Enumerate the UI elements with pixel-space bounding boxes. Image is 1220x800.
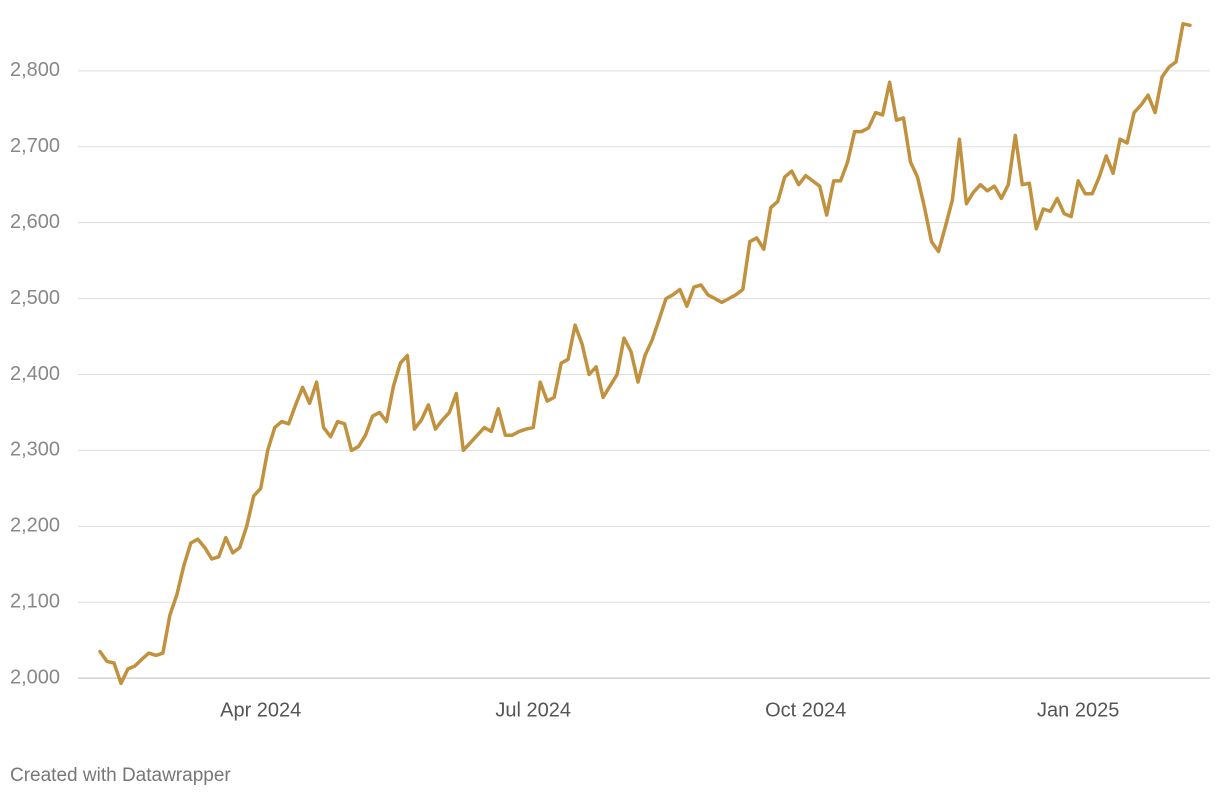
y-tick-label: 2,300 xyxy=(10,439,60,461)
y-tick-label: 2,200 xyxy=(10,515,60,537)
y-tick-label: 2,100 xyxy=(10,591,60,613)
price-line xyxy=(98,22,1192,686)
y-tick-label: 2,500 xyxy=(10,287,60,309)
x-tick-label: Jul 2024 xyxy=(495,699,571,721)
y-tick-label: 2,800 xyxy=(10,59,60,81)
x-tick-label: Jan 2025 xyxy=(1037,699,1119,721)
y-tick-label: 2,700 xyxy=(10,135,60,157)
x-tick-label: Apr 2024 xyxy=(220,699,301,721)
y-tick-label: 2,600 xyxy=(10,211,60,233)
y-tick-label: 2,400 xyxy=(10,363,60,385)
x-tick-label: Oct 2024 xyxy=(765,699,846,721)
credit: Created with Datawrapper xyxy=(10,765,231,786)
y-tick-label: 2,000 xyxy=(10,666,60,688)
